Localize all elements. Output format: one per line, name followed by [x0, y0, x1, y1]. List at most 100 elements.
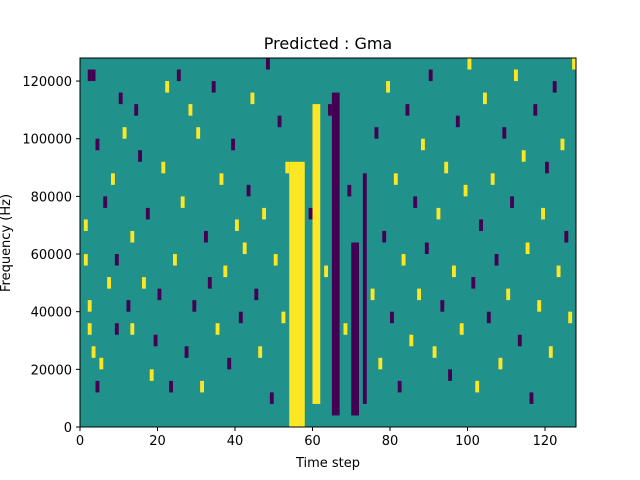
- heatmap-cell: [517, 334, 522, 347]
- heatmap-cell: [107, 277, 111, 289]
- heatmap-band: [289, 161, 305, 427]
- x-tick-label: 60: [304, 434, 321, 449]
- heatmap-cell: [231, 138, 235, 151]
- heatmap-cell: [83, 254, 88, 266]
- heatmap-background: [80, 58, 576, 427]
- heatmap-cell: [87, 69, 92, 82]
- heatmap-cell: [238, 311, 243, 324]
- heatmap-cell: [525, 242, 530, 255]
- heatmap-cell: [114, 323, 119, 335]
- heatmap-cell: [463, 184, 468, 197]
- heatmap-cell: [440, 300, 445, 312]
- heatmap-cell: [382, 230, 387, 243]
- heatmap-cell: [204, 230, 208, 243]
- heatmap-cell: [173, 254, 177, 266]
- heatmap-cell: [180, 196, 185, 208]
- heatmap-cell: [459, 323, 464, 335]
- heatmap-cell: [134, 104, 139, 116]
- heatmap-cell: [165, 81, 170, 93]
- heatmap-cell: [138, 150, 142, 162]
- y-tick-label: 60000: [31, 248, 72, 263]
- chart-title: Predicted : Gma: [264, 34, 392, 53]
- x-tick-label: 80: [382, 434, 399, 449]
- heatmap-cell: [87, 323, 92, 335]
- heatmap-cell: [145, 207, 150, 220]
- heatmap-cell: [436, 207, 441, 220]
- heatmap-cell: [541, 207, 545, 220]
- heatmap-cell: [122, 127, 127, 139]
- heatmap-cell: [192, 300, 197, 312]
- heatmap-cell: [409, 334, 414, 347]
- heatmap-cell: [258, 346, 263, 358]
- heatmap-cell: [343, 323, 348, 335]
- x-axis-label: Time step: [295, 456, 360, 471]
- x-tick-label: 40: [227, 434, 244, 449]
- heatmap-cell: [374, 127, 379, 139]
- heatmap-cell: [176, 69, 181, 82]
- heatmap-cell: [95, 138, 100, 151]
- heatmap-cell: [188, 104, 193, 116]
- heatmap-cell: [273, 254, 278, 266]
- heatmap-cell: [99, 357, 104, 370]
- heatmap-cell: [545, 161, 549, 174]
- heatmap-cell: [424, 242, 429, 255]
- heatmap-cell: [564, 230, 569, 243]
- heatmap-cell: [130, 323, 135, 335]
- heatmap-band: [351, 242, 359, 416]
- heatmap-cell: [126, 300, 131, 312]
- heatmap-cell: [277, 115, 282, 128]
- heatmap-cell: [153, 334, 158, 347]
- heatmap-cell: [475, 380, 480, 393]
- heatmap-cell: [370, 288, 375, 301]
- heatmap-band: [362, 173, 367, 404]
- heatmap-cell: [219, 173, 224, 185]
- heatmap-cell: [417, 288, 421, 301]
- heatmap-cell: [91, 69, 96, 82]
- heatmap-cell: [196, 127, 201, 139]
- heatmap-cell: [285, 161, 290, 174]
- heatmap-cell: [184, 346, 189, 358]
- heatmap-cell: [548, 346, 553, 358]
- heatmap-cell: [471, 277, 476, 289]
- heatmap-cell: [103, 196, 108, 208]
- heatmap-cell: [390, 311, 394, 324]
- y-tick-label: 120000: [22, 75, 72, 90]
- heatmap-cell: [537, 300, 542, 312]
- heatmap-cell: [281, 311, 286, 324]
- heatmap-cell: [452, 265, 456, 278]
- y-axis-label: Frequency (Hz): [0, 194, 14, 292]
- heatmap-band: [312, 104, 321, 404]
- heatmap-cell: [521, 150, 526, 162]
- heatmap-cell: [498, 357, 503, 370]
- heatmap-cell: [169, 380, 173, 393]
- heatmap-cell: [111, 173, 115, 185]
- y-tick-label: 80000: [31, 190, 72, 205]
- heatmap-cell: [428, 69, 433, 82]
- heatmap-cell: [486, 311, 491, 324]
- x-tick-label: 100: [455, 434, 480, 449]
- plot-area: [79, 57, 577, 428]
- heatmap-cell: [494, 254, 499, 266]
- heatmap-cell: [529, 392, 534, 404]
- heatmap-cell: [448, 369, 452, 381]
- heatmap-cell: [432, 346, 437, 358]
- heatmap-cell: [421, 138, 425, 151]
- heatmap-cell: [246, 184, 251, 197]
- heatmap-cell: [324, 265, 328, 278]
- y-tick-label: 100000: [22, 133, 72, 148]
- heatmap-cell: [413, 196, 418, 208]
- heatmap-cell: [568, 311, 573, 324]
- heatmap-cell: [149, 369, 154, 381]
- heatmap-cell: [242, 242, 247, 255]
- y-tick-label: 0: [64, 421, 72, 436]
- heatmap-cell: [200, 380, 204, 393]
- x-axis: 0 20 40 60 80 100 120: [76, 427, 557, 449]
- heatmap-cell: [269, 392, 274, 404]
- heatmap-cell: [227, 357, 232, 370]
- heatmap-cell: [347, 184, 352, 197]
- heatmap-cell: [211, 81, 216, 93]
- heatmap-cell: [114, 254, 119, 266]
- heatmap-cell: [444, 161, 449, 174]
- heatmap-band: [331, 92, 340, 416]
